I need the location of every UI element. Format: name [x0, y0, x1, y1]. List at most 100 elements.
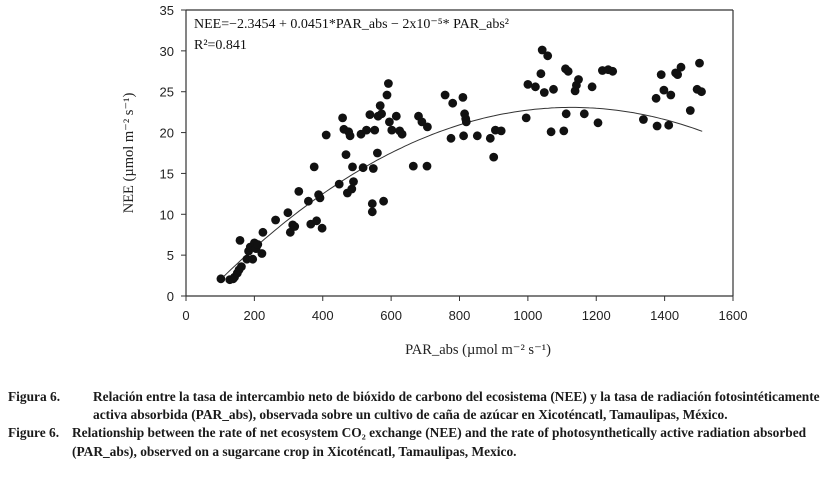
x-tick-label: 1200 — [582, 308, 611, 323]
x-tick-label: 1600 — [719, 308, 748, 323]
data-point — [423, 122, 432, 132]
data-point — [294, 187, 304, 196]
data-point — [235, 236, 245, 245]
data-point — [367, 207, 377, 217]
plot-frame — [185, 9, 734, 297]
y-axis-ticks: 0 5 10 15 20 25 30 35 — [160, 3, 186, 304]
data-point — [362, 125, 371, 135]
data-point — [574, 75, 583, 84]
data-point — [536, 69, 546, 79]
data-point — [341, 150, 351, 160]
scatter-chart: 0 200 400 600 800 1000 1200 1400 1600 0 5 10 15 20 25… — [121, 3, 748, 358]
data-point — [373, 148, 382, 158]
regression-curve — [219, 106, 703, 281]
x-tick-label: 1400 — [650, 308, 679, 323]
data-point — [253, 240, 263, 249]
caption-english-label: Figure 6. — [8, 425, 60, 441]
data-point — [664, 120, 674, 130]
data-point — [673, 70, 682, 79]
data-point — [391, 111, 401, 121]
data-point — [651, 93, 661, 103]
data-point — [697, 87, 706, 97]
data-point — [523, 80, 533, 89]
data-point — [377, 109, 386, 119]
data-point — [312, 216, 321, 226]
data-point — [531, 82, 540, 92]
data-point — [382, 90, 392, 100]
data-point — [666, 90, 676, 100]
data-point — [367, 199, 377, 209]
data-point — [458, 93, 468, 102]
y-tick-label: 10 — [160, 207, 174, 222]
data-point — [385, 117, 394, 127]
caption-spanish: Figura 6. Relación entre la tasa de inte… — [8, 388, 826, 424]
data-point — [379, 196, 388, 206]
data-point — [461, 117, 471, 127]
x-tick-label: 0 — [182, 308, 189, 323]
x-tick-label: 1000 — [513, 308, 542, 323]
data-point — [546, 127, 556, 137]
data-point — [283, 208, 293, 218]
data-point — [271, 215, 280, 225]
x-tick-label: 800 — [449, 308, 471, 323]
y-tick-label: 20 — [160, 126, 174, 141]
data-point — [384, 79, 393, 88]
data-point — [539, 88, 549, 97]
y-tick-label: 35 — [160, 3, 174, 18]
data-point — [537, 45, 547, 55]
data-point — [659, 85, 669, 95]
data-point — [676, 62, 686, 72]
data-point — [345, 131, 355, 141]
data-point — [368, 164, 378, 173]
x-tick-label: 600 — [380, 308, 402, 323]
data-point — [656, 70, 666, 79]
data-point — [370, 125, 380, 135]
data-point — [290, 222, 300, 231]
figure-captions: Figura 6. Relación entre la tasa de inte… — [8, 388, 826, 461]
data-point — [559, 126, 569, 136]
data-point — [358, 163, 368, 173]
data-point — [561, 109, 571, 119]
data-point — [347, 184, 357, 194]
data-point — [248, 254, 258, 264]
data-point — [563, 66, 573, 76]
x-tick-label: 200 — [244, 308, 266, 323]
data-points — [216, 45, 706, 285]
x-axis-title: PAR_abs (µmol m⁻² s⁻¹) — [405, 342, 551, 358]
data-point — [448, 98, 458, 108]
r-squared-annotation: R²=0.841 — [194, 38, 247, 53]
caption-spanish-text: Relación entre la tasa de intercambio ne… — [93, 389, 820, 423]
x-tick-label: 400 — [312, 308, 334, 323]
y-tick-label: 15 — [160, 166, 174, 181]
data-point — [237, 262, 246, 271]
data-point — [348, 162, 357, 172]
y-tick-label: 5 — [167, 248, 174, 263]
data-point — [485, 133, 495, 143]
y-tick-label: 0 — [167, 289, 174, 304]
data-point — [549, 84, 558, 94]
data-point — [459, 131, 468, 141]
data-point — [408, 161, 418, 171]
data-point — [216, 274, 226, 284]
caption-english-text: Relationship between the rate of net eco… — [72, 425, 807, 459]
data-point — [521, 113, 531, 123]
data-point — [338, 113, 347, 123]
data-point — [472, 131, 482, 141]
data-point — [652, 121, 662, 131]
data-point — [422, 161, 432, 171]
y-tick-label: 30 — [160, 44, 174, 59]
data-point — [309, 162, 319, 172]
data-point — [446, 133, 456, 143]
data-point — [258, 227, 268, 237]
data-point — [375, 101, 385, 110]
data-point — [639, 115, 648, 124]
y-axis-title: NEE (µmol m⁻² s⁻¹) — [121, 93, 137, 214]
data-point — [593, 118, 603, 128]
data-point — [315, 193, 325, 203]
equation-annotation: NEE=−2.3454 + 0.0451*PAR_abs − 2x10⁻⁵* P… — [194, 17, 509, 32]
data-point — [608, 66, 618, 76]
data-point — [587, 82, 597, 92]
data-point — [349, 177, 358, 187]
data-point — [579, 109, 589, 119]
caption-spanish-label: Figura 6. — [8, 389, 61, 404]
